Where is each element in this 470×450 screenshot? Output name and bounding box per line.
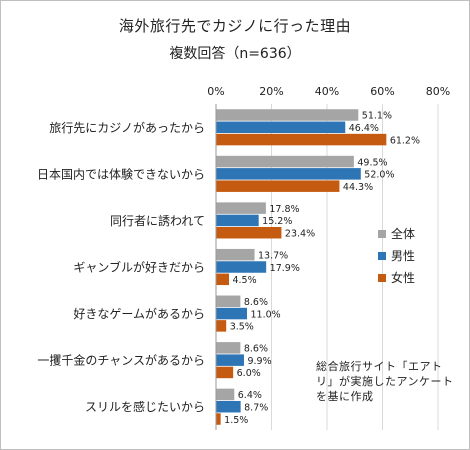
bar-男性 bbox=[216, 168, 361, 180]
category-label: 旅行先にカジノがあったから bbox=[49, 120, 205, 135]
legend-swatch bbox=[378, 274, 386, 282]
bar-男性 bbox=[216, 354, 244, 366]
legend-label: 全体 bbox=[391, 226, 415, 241]
bar-男性 bbox=[216, 121, 346, 134]
bar-男性 bbox=[216, 261, 267, 273]
bar-女性 bbox=[216, 366, 234, 379]
data-label: 8.6% bbox=[244, 344, 268, 355]
data-label: 1.5% bbox=[224, 415, 248, 426]
category-label: 同行者に誘われて bbox=[110, 214, 205, 228]
category-label: ギャンブルが好きだから bbox=[73, 260, 205, 275]
bar-全体 bbox=[216, 295, 241, 308]
bar-女性 bbox=[216, 133, 387, 146]
x-tick-label: 20% bbox=[259, 85, 283, 98]
x-tick-label: 0% bbox=[207, 85, 224, 98]
data-label: 51.1% bbox=[362, 111, 392, 122]
data-label: 9.9% bbox=[247, 356, 271, 367]
data-label: 17.8% bbox=[269, 204, 299, 215]
data-label: 52.0% bbox=[364, 170, 394, 181]
data-label: 11.0% bbox=[251, 309, 281, 320]
bar-全体 bbox=[216, 342, 241, 354]
category-label: 好きなゲームがあるから bbox=[73, 306, 205, 321]
data-label: 6.0% bbox=[237, 368, 261, 379]
chart-subtitle: 複数回答（n=636） bbox=[169, 46, 301, 62]
bar-男性 bbox=[216, 307, 248, 320]
bar-女性 bbox=[216, 320, 227, 332]
legend-swatch bbox=[378, 252, 386, 260]
bar-男性 bbox=[216, 214, 259, 227]
bar-全体 bbox=[216, 155, 354, 168]
data-label: 4.5% bbox=[232, 275, 256, 286]
category-label: 日本国内では体験できないから bbox=[37, 166, 205, 181]
x-tick-label: 80% bbox=[426, 85, 450, 98]
category-label: 一攫千金のチャンスがあるから bbox=[37, 353, 205, 368]
bar-全体 bbox=[216, 109, 359, 121]
legend-label: 女性 bbox=[391, 270, 415, 285]
data-label: 61.2% bbox=[390, 135, 420, 146]
x-tick-label: 60% bbox=[370, 85, 394, 98]
data-label: 13.7% bbox=[258, 250, 288, 261]
bar-全体 bbox=[216, 248, 255, 261]
bar-全体 bbox=[216, 202, 266, 214]
data-label: 8.6% bbox=[244, 297, 268, 308]
source-note: 総合旅行サイト「エアトリ」が実施したアンケートを基に作成 bbox=[316, 360, 454, 403]
bar-女性 bbox=[216, 413, 221, 425]
bar-男性 bbox=[216, 400, 241, 413]
data-label: 6.4% bbox=[238, 390, 262, 401]
data-label: 3.5% bbox=[230, 322, 254, 333]
data-label: 44.3% bbox=[343, 182, 373, 193]
data-label: 8.7% bbox=[244, 402, 268, 413]
data-label: 49.5% bbox=[357, 157, 387, 168]
data-label: 46.4% bbox=[349, 123, 379, 134]
data-label: 23.4% bbox=[285, 228, 315, 239]
bar-女性 bbox=[216, 180, 340, 192]
bar-女性 bbox=[216, 226, 282, 239]
category-label: スリルを感じたいから bbox=[85, 399, 205, 414]
legend-label: 男性 bbox=[391, 249, 415, 263]
data-label: 15.2% bbox=[262, 216, 292, 227]
x-tick-label: 40% bbox=[315, 85, 339, 98]
legend-swatch bbox=[378, 230, 386, 238]
data-label: 17.9% bbox=[270, 263, 300, 274]
bar-全体 bbox=[216, 388, 235, 401]
bar-女性 bbox=[216, 273, 229, 286]
chart-title: 海外旅行先でカジノに行った理由 bbox=[118, 17, 352, 35]
